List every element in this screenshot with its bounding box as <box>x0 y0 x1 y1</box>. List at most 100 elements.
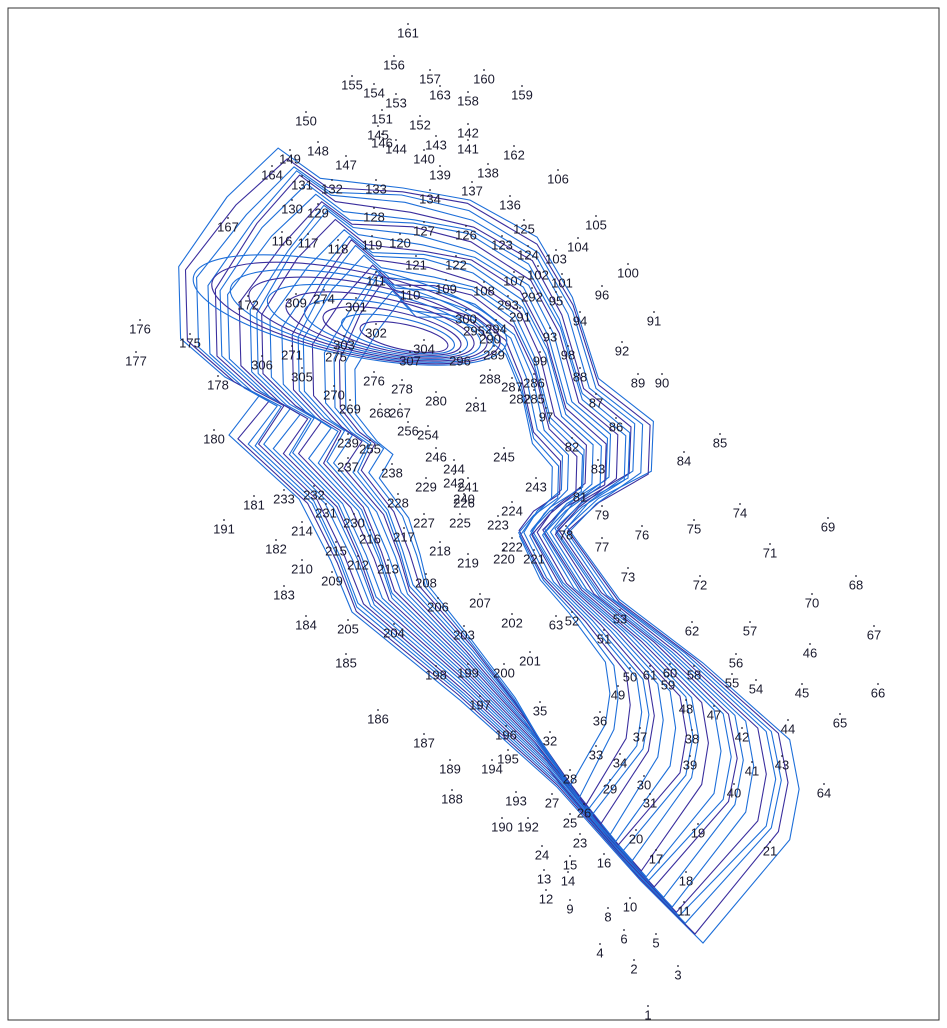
survey-point <box>561 273 563 275</box>
survey-point <box>379 403 381 405</box>
point-label: 37 <box>633 729 647 744</box>
survey-point <box>135 351 137 353</box>
survey-point <box>213 429 215 431</box>
survey-point <box>579 367 581 369</box>
survey-point <box>635 829 637 831</box>
survey-point <box>445 279 447 281</box>
point-label: 121 <box>405 257 427 272</box>
point-label: 302 <box>365 325 387 340</box>
point-label: 180 <box>203 431 225 446</box>
survey-point <box>601 537 603 539</box>
point-label: 242 <box>443 475 465 490</box>
point-label: 65 <box>833 715 847 730</box>
point-label: 27 <box>545 795 559 810</box>
point-label: 70 <box>805 595 819 610</box>
point-label: 222 <box>501 539 523 554</box>
survey-point <box>567 345 569 347</box>
point-label: 306 <box>251 357 273 372</box>
point-label: 148 <box>307 143 329 158</box>
survey-point <box>571 611 573 613</box>
survey-point <box>423 221 425 223</box>
survey-point <box>599 943 601 945</box>
point-label: 72 <box>693 577 707 592</box>
point-label: 172 <box>237 297 259 312</box>
point-label: 100 <box>617 265 639 280</box>
survey-point <box>301 367 303 369</box>
point-label: 69 <box>821 519 835 534</box>
survey-point <box>345 155 347 157</box>
point-label: 83 <box>591 461 605 476</box>
survey-point <box>647 1005 649 1007</box>
survey-point <box>283 585 285 587</box>
survey-point <box>409 351 411 353</box>
point-label: 98 <box>561 347 575 362</box>
point-label: 187 <box>413 735 435 750</box>
survey-point <box>381 133 383 135</box>
survey-point <box>541 845 543 847</box>
point-label: 5 <box>652 935 659 950</box>
point-label: 50 <box>623 669 637 684</box>
survey-point <box>253 495 255 497</box>
survey-point <box>523 219 525 221</box>
point-label: 42 <box>735 729 749 744</box>
point-label: 178 <box>207 377 229 392</box>
point-label: 227 <box>413 515 435 530</box>
survey-point <box>439 165 441 167</box>
point-label: 255 <box>359 441 381 456</box>
point-label: 134 <box>419 191 441 206</box>
survey-point <box>617 685 619 687</box>
survey-point <box>569 769 571 771</box>
survey-point <box>427 425 429 427</box>
survey-point <box>579 833 581 835</box>
survey-point <box>691 729 693 731</box>
survey-point <box>375 271 377 273</box>
point-label: 96 <box>595 287 609 302</box>
point-label: 270 <box>323 387 345 402</box>
survey-point <box>501 817 503 819</box>
survey-point <box>429 69 431 71</box>
point-label: 43 <box>775 757 789 772</box>
survey-point <box>465 225 467 227</box>
point-label: 267 <box>389 405 411 420</box>
survey-point <box>527 817 529 819</box>
point-label: 186 <box>367 711 389 726</box>
survey-point <box>467 139 469 141</box>
point-label: 140 <box>413 151 435 166</box>
point-label: 213 <box>377 561 399 576</box>
survey-point <box>533 549 535 551</box>
survey-point <box>507 749 509 751</box>
point-label: 147 <box>335 157 357 172</box>
point-label: 57 <box>743 623 757 638</box>
survey-point <box>685 871 687 873</box>
survey-point <box>313 485 315 487</box>
survey-point <box>511 501 513 503</box>
survey-point <box>579 311 581 313</box>
survey-point <box>569 855 571 857</box>
point-label: 207 <box>469 595 491 610</box>
survey-point <box>217 375 219 377</box>
point-label: 149 <box>279 151 301 166</box>
survey-point <box>471 181 473 183</box>
survey-point <box>685 699 687 701</box>
point-label: 287 <box>501 379 523 394</box>
survey-point <box>691 621 693 623</box>
point-label: 120 <box>389 235 411 250</box>
survey-point <box>373 207 375 209</box>
survey-point <box>769 543 771 545</box>
survey-point <box>649 793 651 795</box>
point-label: 108 <box>473 283 495 298</box>
point-label: 256 <box>397 423 419 438</box>
survey-point <box>623 929 625 931</box>
point-label: 276 <box>363 373 385 388</box>
survey-point <box>769 841 771 843</box>
point-label: 192 <box>517 819 539 834</box>
point-label: 23 <box>573 835 587 850</box>
point-label: 202 <box>501 615 523 630</box>
point-label: 81 <box>573 489 587 504</box>
survey-point <box>855 575 857 577</box>
survey-point <box>439 541 441 543</box>
survey-point <box>467 553 469 555</box>
point-label: 212 <box>347 557 369 572</box>
point-label: 155 <box>341 77 363 92</box>
point-label: 128 <box>363 209 385 224</box>
